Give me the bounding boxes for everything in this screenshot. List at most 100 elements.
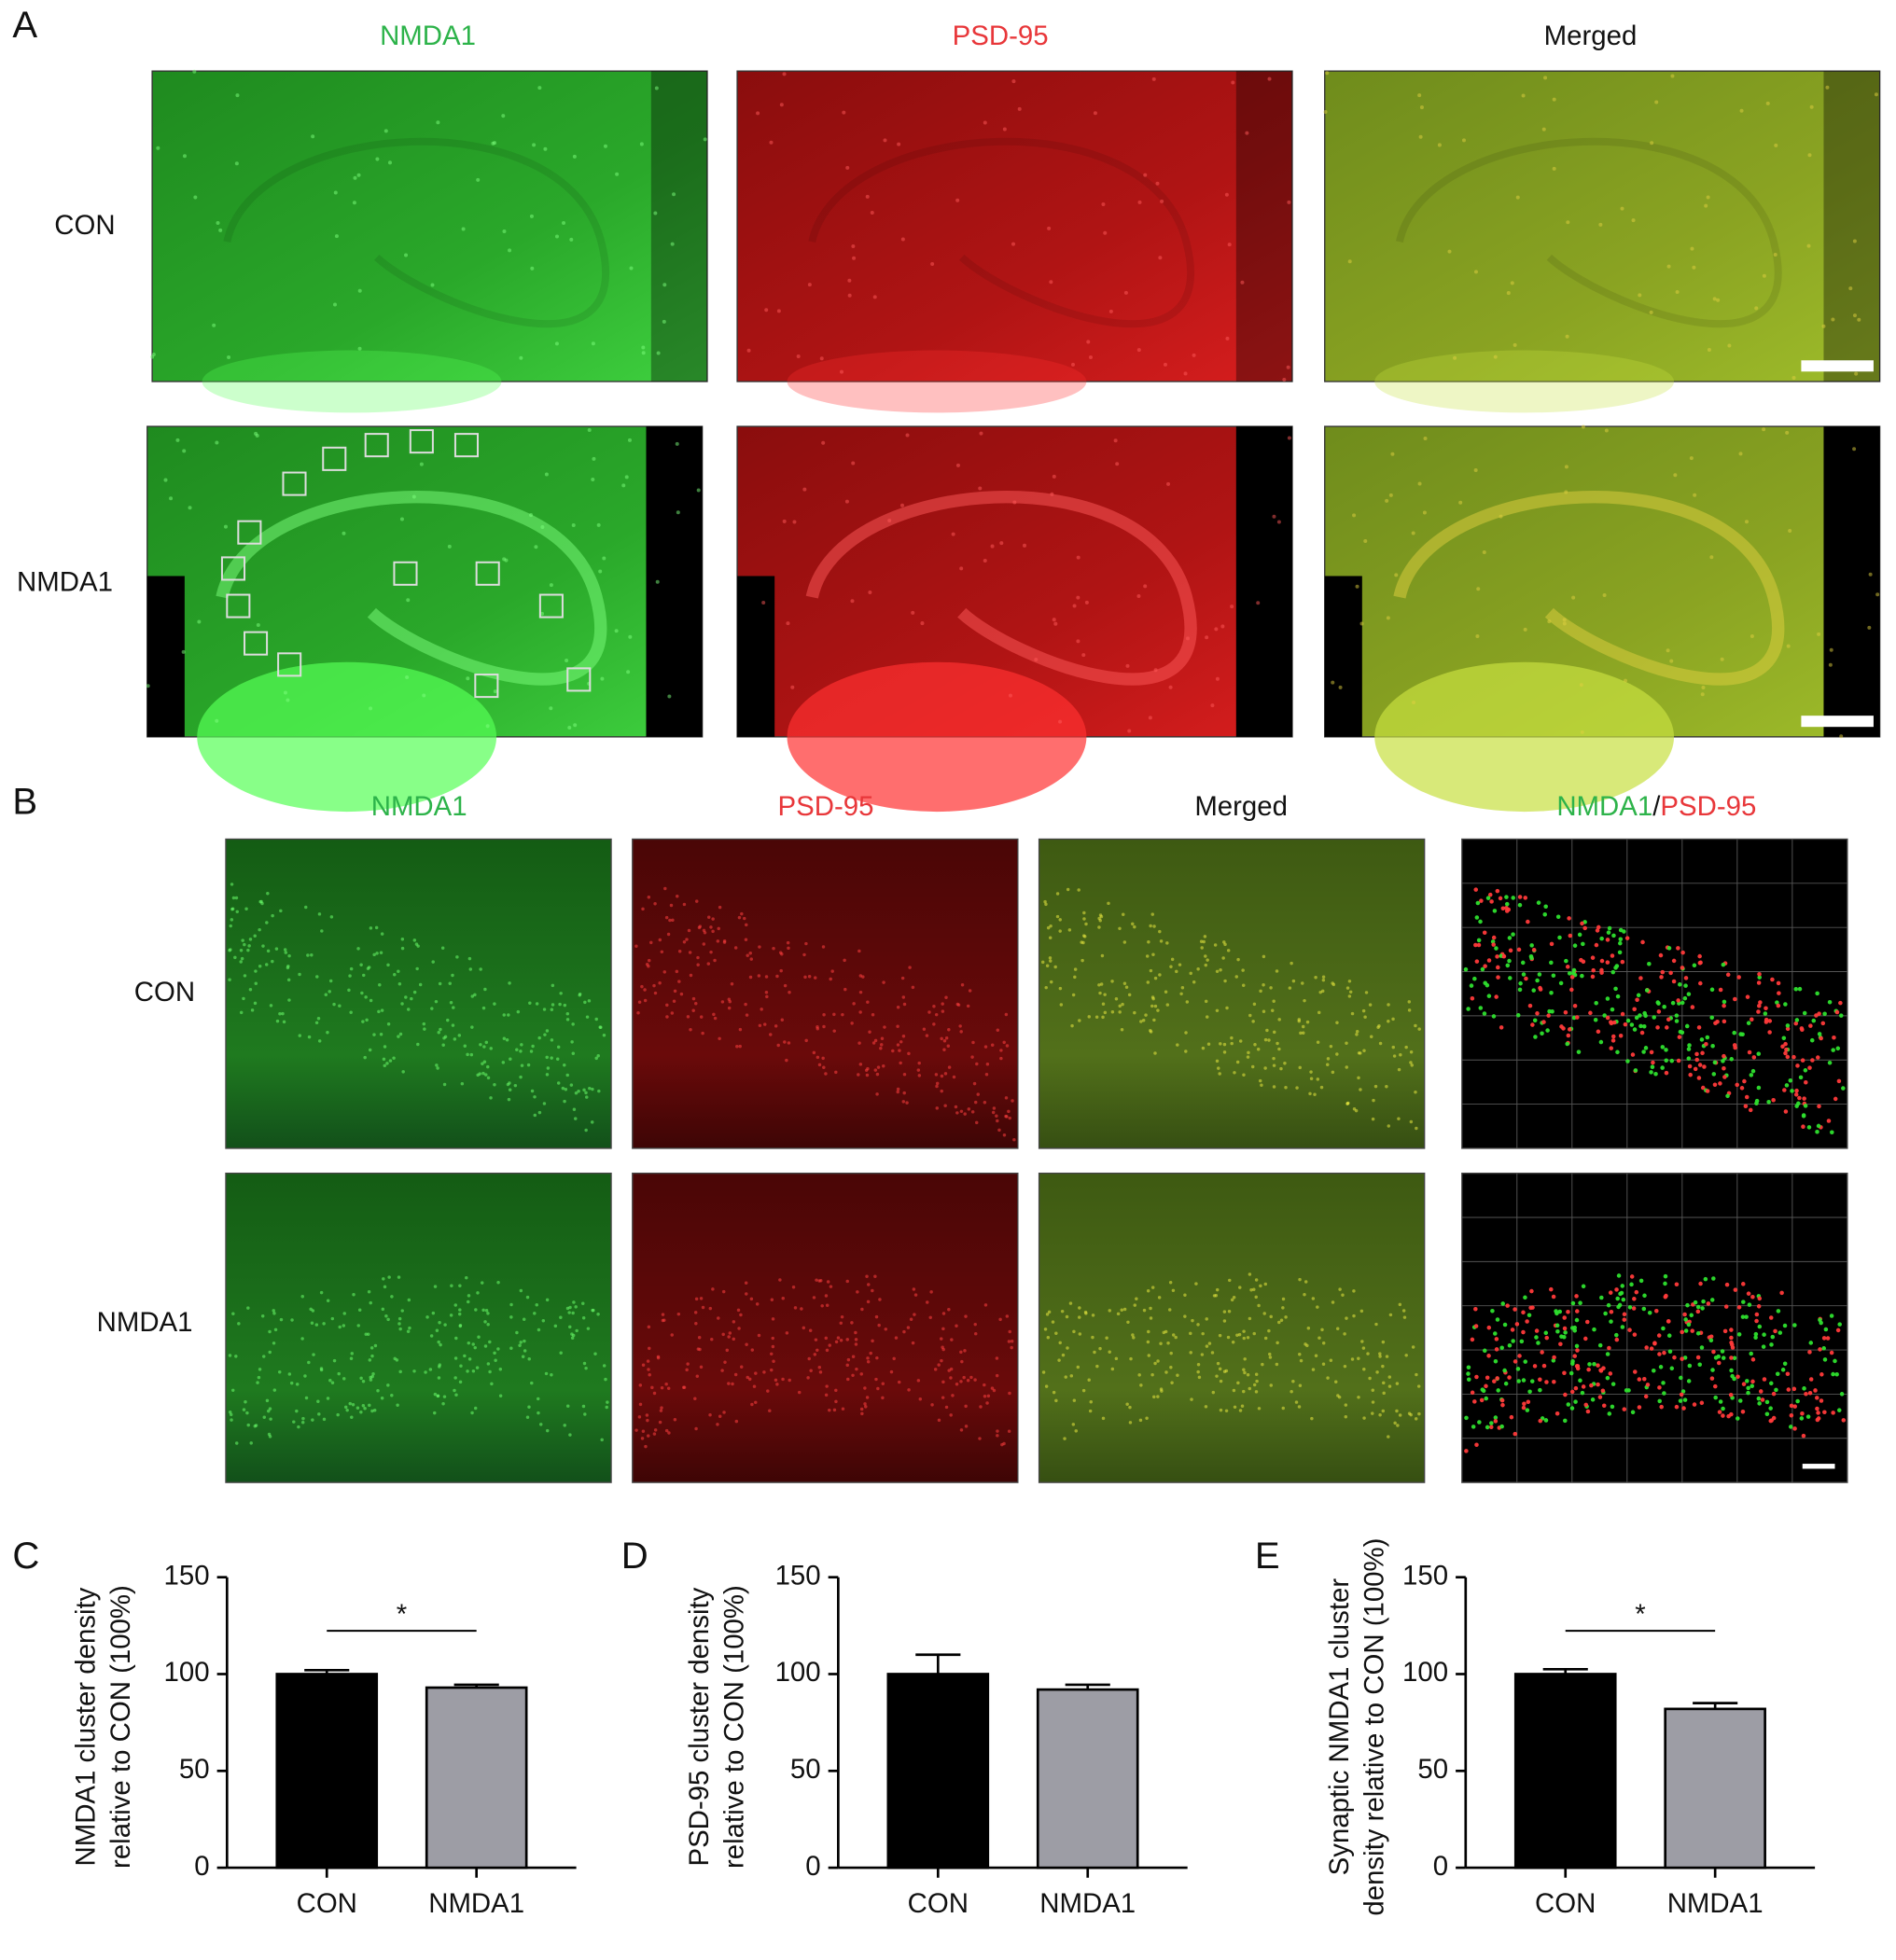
puncta bbox=[1279, 1318, 1284, 1322]
puncta bbox=[1657, 1385, 1662, 1390]
puncta bbox=[1230, 1041, 1234, 1046]
puncta bbox=[1593, 1017, 1598, 1022]
puncta bbox=[1299, 1358, 1304, 1363]
puncta bbox=[371, 1371, 375, 1376]
puncta bbox=[1549, 990, 1554, 995]
puncta bbox=[1686, 1322, 1692, 1328]
puncta bbox=[1586, 1367, 1591, 1372]
speckle bbox=[1785, 430, 1790, 435]
puncta bbox=[997, 1128, 1001, 1133]
puncta bbox=[960, 983, 965, 987]
speckle bbox=[1422, 510, 1427, 515]
puncta bbox=[1491, 935, 1497, 940]
puncta bbox=[1098, 1346, 1102, 1351]
puncta bbox=[1740, 1314, 1746, 1319]
puncta bbox=[722, 939, 727, 943]
puncta bbox=[1807, 1065, 1812, 1070]
puncta bbox=[815, 1278, 818, 1282]
puncta bbox=[643, 998, 648, 1003]
puncta bbox=[824, 1072, 828, 1076]
puncta bbox=[758, 945, 761, 949]
puncta bbox=[1502, 1368, 1507, 1373]
puncta bbox=[1231, 1340, 1235, 1344]
puncta bbox=[1496, 1388, 1500, 1393]
puncta bbox=[871, 1041, 876, 1045]
speckle bbox=[897, 142, 901, 146]
puncta bbox=[311, 1418, 314, 1422]
puncta bbox=[569, 1083, 574, 1087]
puncta bbox=[488, 1340, 492, 1344]
puncta bbox=[942, 1038, 947, 1043]
puncta bbox=[266, 892, 270, 896]
puncta bbox=[493, 1002, 496, 1006]
puncta bbox=[1242, 1336, 1247, 1341]
puncta bbox=[1686, 992, 1692, 996]
speckle bbox=[1868, 572, 1873, 577]
puncta bbox=[1222, 1319, 1227, 1323]
puncta bbox=[1275, 1362, 1279, 1367]
puncta bbox=[1708, 1338, 1714, 1343]
puncta bbox=[1251, 1020, 1255, 1023]
puncta bbox=[386, 963, 390, 967]
puncta bbox=[1191, 1318, 1194, 1323]
puncta bbox=[1054, 1331, 1058, 1336]
puncta bbox=[239, 960, 243, 964]
speckle bbox=[1649, 310, 1653, 314]
puncta bbox=[369, 1346, 374, 1350]
puncta bbox=[1596, 924, 1601, 930]
puncta bbox=[264, 963, 269, 966]
puncta bbox=[397, 1316, 402, 1321]
speckle bbox=[1215, 676, 1220, 681]
puncta bbox=[449, 1314, 453, 1317]
puncta bbox=[570, 1336, 575, 1340]
puncta bbox=[1378, 1413, 1382, 1417]
puncta bbox=[537, 1328, 541, 1332]
puncta bbox=[493, 1082, 496, 1087]
puncta bbox=[1679, 1392, 1684, 1397]
puncta bbox=[1414, 1417, 1418, 1421]
puncta bbox=[1416, 1384, 1421, 1388]
puncta bbox=[545, 1073, 550, 1077]
puncta bbox=[1099, 982, 1104, 986]
puncta bbox=[1254, 1390, 1259, 1394]
puncta bbox=[1808, 1377, 1814, 1382]
puncta bbox=[438, 1363, 442, 1367]
puncta bbox=[1666, 1017, 1671, 1022]
puncta bbox=[234, 896, 239, 900]
puncta bbox=[1236, 1381, 1240, 1385]
puncta bbox=[1010, 1345, 1013, 1350]
puncta bbox=[1496, 975, 1500, 980]
puncta bbox=[229, 924, 232, 928]
speckle bbox=[501, 114, 506, 118]
puncta bbox=[907, 1051, 911, 1056]
puncta bbox=[1476, 942, 1482, 948]
puncta bbox=[1804, 1391, 1808, 1397]
puncta bbox=[258, 965, 262, 968]
puncta bbox=[845, 1279, 849, 1284]
speckle bbox=[1158, 256, 1163, 260]
puncta bbox=[483, 987, 487, 992]
puncta bbox=[666, 1386, 671, 1391]
puncta bbox=[574, 1117, 578, 1120]
puncta bbox=[320, 929, 324, 933]
puncta bbox=[737, 1327, 741, 1330]
puncta bbox=[1668, 970, 1673, 976]
puncta bbox=[1706, 1301, 1711, 1306]
puncta bbox=[303, 1374, 307, 1378]
puncta bbox=[550, 1008, 554, 1011]
speckle bbox=[1286, 365, 1290, 369]
puncta bbox=[1718, 1399, 1723, 1404]
puncta bbox=[828, 1343, 831, 1347]
puncta bbox=[1618, 937, 1624, 942]
puncta bbox=[404, 995, 408, 999]
puncta bbox=[1168, 1281, 1173, 1285]
puncta bbox=[1677, 1035, 1682, 1039]
puncta bbox=[1618, 927, 1624, 933]
puncta bbox=[1718, 987, 1723, 993]
puncta bbox=[1357, 1396, 1360, 1399]
puncta bbox=[1378, 1355, 1382, 1358]
puncta bbox=[941, 1345, 944, 1349]
puncta bbox=[1200, 1353, 1205, 1356]
puncta bbox=[1415, 1126, 1418, 1131]
puncta bbox=[430, 1007, 434, 1010]
